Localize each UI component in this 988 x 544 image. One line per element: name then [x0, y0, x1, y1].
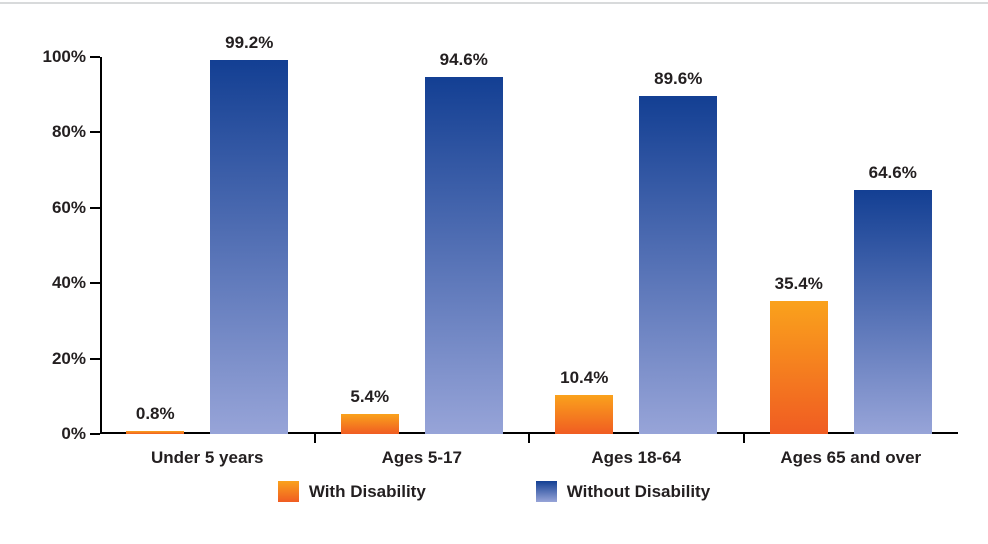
legend-item-with-disability: With Disability	[277, 481, 426, 502]
y-axis-tick	[90, 131, 100, 134]
bar-with-disability	[126, 430, 185, 434]
bar-value-label: 0.8%	[135, 403, 175, 423]
bar-value-label: 10.4%	[560, 367, 609, 387]
bar-value-label: 35.4%	[774, 273, 823, 293]
legend-item-without-disability: Without Disability	[535, 481, 711, 502]
x-axis-category-label: Under 5 years	[151, 448, 264, 467]
bar-with-disability	[555, 394, 614, 434]
y-axis-tick-label: 80%	[51, 122, 86, 142]
bar-with-disability	[340, 413, 399, 434]
legend-label-without-disability: Without Disability	[566, 482, 711, 501]
without-disability-swatch	[535, 481, 557, 502]
x-axis-category-label: Ages 65 and over	[780, 448, 922, 467]
y-axis-tick-label: 40%	[51, 273, 86, 293]
with-disability-swatch	[277, 481, 299, 502]
x-axis-tick	[313, 434, 316, 443]
bar-without-disability	[853, 190, 932, 434]
bar-value-label: 64.6%	[868, 163, 917, 183]
y-axis-tick-label: 100%	[42, 47, 86, 66]
x-axis-tick	[742, 434, 745, 443]
y-axis-tick-label: 0%	[61, 424, 86, 443]
bar-value-label: 94.6%	[439, 50, 488, 70]
y-axis-tick	[90, 282, 100, 285]
y-axis-tick-label: 20%	[51, 348, 86, 368]
x-axis-category-label: Ages 18-64	[591, 448, 682, 467]
plot-area	[100, 57, 958, 434]
y-axis-tick	[90, 433, 100, 435]
y-axis-tick	[90, 357, 100, 360]
bar-value-label: 89.6%	[654, 69, 703, 89]
x-axis-tick	[528, 434, 530, 443]
bar-value-label: 5.4%	[350, 386, 390, 406]
top-divider-rule	[0, 2, 988, 4]
x-axis-category-label: Ages 5-17	[381, 448, 462, 467]
bar-without-disability	[210, 60, 289, 434]
bar-without-disability	[424, 77, 503, 434]
legend: With Disability Without Disability	[0, 481, 988, 502]
bar-without-disability	[639, 96, 718, 434]
legend-label-with-disability: With Disability	[308, 482, 426, 501]
y-axis-tick	[90, 56, 100, 58]
bar-value-label: 99.2%	[225, 33, 274, 53]
bar-with-disability	[769, 300, 828, 434]
y-axis-tick	[90, 206, 100, 209]
y-axis-tick-label: 60%	[51, 197, 86, 217]
